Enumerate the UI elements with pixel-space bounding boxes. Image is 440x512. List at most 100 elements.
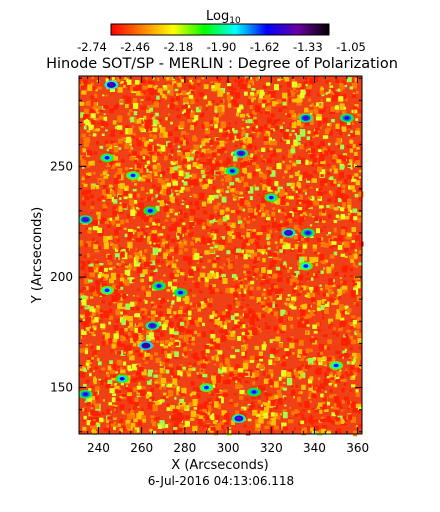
heatmap-cell: [325, 80, 330, 84]
heatmap-cell: [317, 123, 321, 128]
heatmap-cell: [200, 277, 204, 282]
heatmap-cell: [257, 236, 261, 240]
heatmap-cell: [336, 285, 341, 289]
heatmap-cell: [352, 282, 357, 286]
heatmap-cell: [238, 278, 244, 283]
heatmap-cell: [110, 241, 113, 244]
heatmap-cell: [273, 119, 278, 124]
heatmap-cell: [216, 142, 220, 145]
heatmap-cell: [190, 111, 195, 114]
heatmap-cell: [246, 430, 251, 436]
heatmap-cell: [343, 335, 349, 340]
heatmap-cell: [96, 420, 99, 425]
heatmap-cell: [282, 265, 286, 270]
heatmap-cell: [85, 311, 90, 317]
heatmap-cell: [217, 106, 223, 113]
heatmap-cell: [88, 124, 94, 131]
heatmap-cell: [237, 321, 241, 324]
heatmap-cell: [350, 258, 355, 263]
heatmap-cell: [311, 393, 315, 398]
heatmap-cell: [154, 335, 160, 341]
heatmap-cell: [334, 374, 340, 380]
heatmap-cell: [190, 381, 195, 386]
heatmap-cell: [282, 236, 286, 239]
heatmap-cell: [309, 414, 313, 418]
heatmap-cell: [280, 247, 286, 253]
heatmap-cell: [136, 395, 140, 398]
heatmap-cell: [275, 270, 279, 273]
heatmap-cell: [324, 306, 328, 309]
heatmap-cell: [175, 107, 180, 111]
heatmap-cell: [320, 141, 325, 146]
heatmap-cell: [211, 100, 215, 104]
heatmap-cell: [308, 207, 311, 209]
heatmap-cell: [273, 405, 279, 410]
heatmap-cell: [119, 296, 123, 301]
heatmap-cell: [240, 326, 243, 329]
heatmap-cell: [304, 192, 307, 195]
heatmap-cell: [299, 391, 303, 395]
heatmap-cell: [148, 149, 153, 155]
heatmap-cell: [179, 321, 185, 328]
heatmap-cell: [104, 274, 109, 278]
heatmap-cell: [225, 214, 230, 220]
heatmap-cell: [282, 409, 287, 414]
heatmap-cell: [243, 264, 249, 269]
heatmap-cell: [128, 150, 132, 153]
heatmap-cell: [170, 121, 173, 125]
heatmap-cell: [138, 411, 144, 416]
polarization-feature: [339, 113, 354, 123]
heatmap-cell: [247, 99, 252, 105]
heatmap-cell: [95, 286, 102, 292]
heatmap-cell: [186, 92, 189, 95]
heatmap-cell: [287, 154, 293, 158]
heatmap-cell: [268, 276, 272, 279]
heatmap-cell: [140, 186, 145, 192]
heatmap-cell: [346, 373, 351, 377]
heatmap-cell: [343, 352, 349, 359]
heatmap-cell: [179, 415, 185, 420]
heatmap-cell: [151, 430, 157, 435]
heatmap-cell: [351, 221, 354, 224]
heatmap-cell: [131, 401, 135, 405]
heatmap-cell: [251, 162, 257, 165]
heatmap-cell: [109, 278, 114, 284]
heatmap-cell: [202, 266, 206, 269]
heatmap-cell: [314, 104, 317, 109]
heatmap-cell: [277, 118, 281, 121]
heatmap-cell: [163, 131, 168, 138]
heatmap-cell: [318, 361, 321, 366]
heatmap-cell: [288, 419, 294, 424]
heatmap-cell: [356, 409, 361, 412]
heatmap-cell: [233, 291, 239, 298]
heatmap-cell: [95, 88, 98, 92]
heatmap-cell: [132, 238, 135, 241]
heatmap-cell: [83, 138, 87, 141]
heatmap-cell: [228, 91, 234, 97]
heatmap-cell: [292, 78, 296, 81]
heatmap-cell: [88, 417, 95, 424]
heatmap-cell: [249, 196, 253, 201]
heatmap-cell: [256, 90, 261, 95]
heatmap-cell: [147, 236, 151, 241]
heatmap-cell: [266, 158, 272, 164]
heatmap-cell: [323, 117, 328, 123]
heatmap-cell: [318, 344, 325, 351]
heatmap-cell: [255, 376, 259, 381]
heatmap-cell: [329, 394, 333, 399]
heatmap-cell: [306, 136, 311, 141]
heatmap-cell: [260, 249, 266, 254]
heatmap-cell: [245, 325, 248, 327]
heatmap-cell: [333, 238, 338, 243]
heatmap-cell: [274, 241, 278, 244]
heatmap-cell: [306, 324, 310, 327]
heatmap-cell: [112, 206, 116, 210]
heatmap-cell: [114, 253, 120, 260]
heatmap-cell: [105, 78, 109, 83]
heatmap-cell: [227, 103, 232, 108]
heatmap-cell: [101, 336, 105, 339]
heatmap-cell: [254, 92, 258, 97]
heatmap-cell: [335, 419, 340, 422]
heatmap-cell: [124, 274, 127, 277]
heatmap-cell: [323, 334, 328, 337]
